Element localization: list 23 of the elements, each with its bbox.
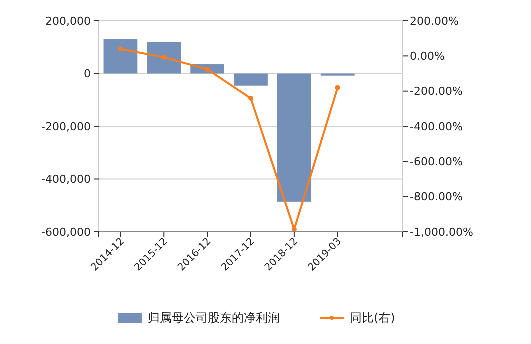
point bbox=[205, 67, 210, 72]
y2-tick-label: -600.00% bbox=[410, 156, 463, 169]
y-tick-label: 0 bbox=[84, 68, 91, 81]
legend-label: 同比(右) bbox=[350, 311, 396, 326]
y-tick-label: -600,000 bbox=[42, 226, 91, 239]
legend-label: 归属母公司股东的净利润 bbox=[148, 311, 280, 326]
y-tick-label: -200,000 bbox=[42, 120, 91, 134]
bar bbox=[277, 74, 312, 202]
y2-tick-label: -800.00% bbox=[410, 190, 463, 204]
y-tick-label: -400,000 bbox=[42, 173, 91, 186]
y-tick-label: 200,000 bbox=[46, 14, 91, 28]
y2-tick-label: -400.00% bbox=[410, 120, 463, 134]
y2-tick-label: 0.00% bbox=[410, 50, 445, 64]
point bbox=[162, 55, 167, 60]
y2-tick-label: 200.00% bbox=[410, 14, 459, 28]
bar bbox=[147, 42, 182, 74]
point bbox=[248, 96, 254, 102]
y2-tick-label: -200.00% bbox=[410, 85, 463, 98]
bar bbox=[234, 74, 268, 86]
y2-tick-label: -1,000.00% bbox=[410, 226, 474, 239]
point bbox=[335, 85, 340, 90]
bar bbox=[104, 39, 138, 74]
point bbox=[118, 46, 124, 52]
